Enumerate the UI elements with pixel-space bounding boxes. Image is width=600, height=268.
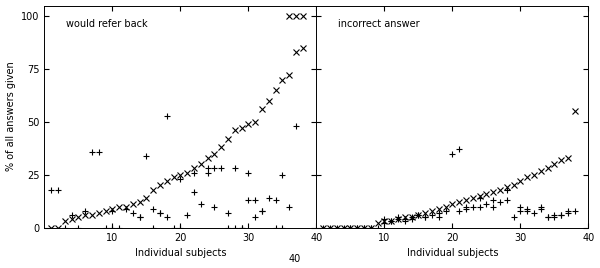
Text: incorrect answer: incorrect answer bbox=[338, 19, 420, 29]
Text: 40: 40 bbox=[289, 254, 301, 264]
X-axis label: Individual subjects: Individual subjects bbox=[134, 248, 226, 258]
X-axis label: Individual subjects: Individual subjects bbox=[407, 248, 498, 258]
Text: would refer back: would refer back bbox=[66, 19, 148, 29]
Y-axis label: % of all answers given: % of all answers given bbox=[5, 62, 16, 172]
